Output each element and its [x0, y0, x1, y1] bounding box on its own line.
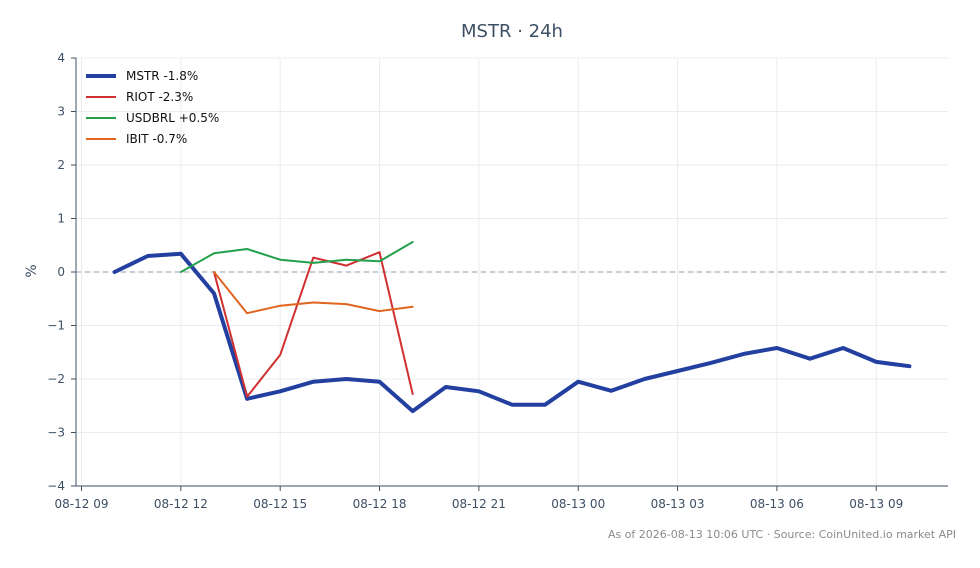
- y-tick-label: −1: [47, 319, 65, 333]
- x-tick-label: 08-12 21: [452, 497, 506, 511]
- y-tick-label: −4: [47, 479, 65, 493]
- legend-label: USDBRL +0.5%: [126, 111, 219, 125]
- chart-title: MSTR · 24h: [461, 21, 563, 42]
- series-line: [213, 271, 414, 315]
- legend-label: MSTR -1.8%: [126, 69, 198, 83]
- y-tick-label: 3: [57, 105, 65, 119]
- x-tick-label: 08-13 03: [651, 497, 705, 511]
- series-lines: [112, 241, 912, 414]
- y-tick-label: 4: [57, 51, 65, 65]
- series-line: [112, 251, 912, 414]
- legend-label: RIOT -2.3%: [126, 90, 193, 104]
- x-tick-label: 08-12 15: [253, 497, 307, 511]
- legend: MSTR -1.8% RIOT -2.3% USDBRL +0.5% IBIT -0.…: [86, 69, 219, 146]
- y-tick-label: 0: [57, 265, 65, 279]
- y-tick-label: −2: [47, 372, 65, 386]
- x-tick-label: 08-12 18: [353, 497, 407, 511]
- axes: 4 3 2 1 0 −1 −2 −3 −4 08-12 09 08-12 12 08-12 15 08-…: [47, 51, 948, 511]
- y-axis-label: %: [24, 264, 40, 277]
- series-line: [213, 251, 414, 398]
- footer-source: As of 2026-08-13 10:06 UTC · Source: Coi…: [608, 528, 956, 541]
- y-tick-label: −3: [47, 426, 65, 440]
- x-tick-label: 08-13 06: [750, 497, 804, 511]
- series-line: [179, 241, 414, 273]
- x-tick-label: 08-12 12: [154, 497, 208, 511]
- x-tick-label: 08-12 09: [55, 497, 109, 511]
- x-tick-label: 08-13 00: [551, 497, 605, 511]
- x-tick-label: 08-13 09: [849, 497, 903, 511]
- legend-label: IBIT -0.7%: [126, 132, 187, 146]
- y-tick-label: 2: [57, 158, 65, 172]
- y-tick-label: 1: [57, 212, 65, 226]
